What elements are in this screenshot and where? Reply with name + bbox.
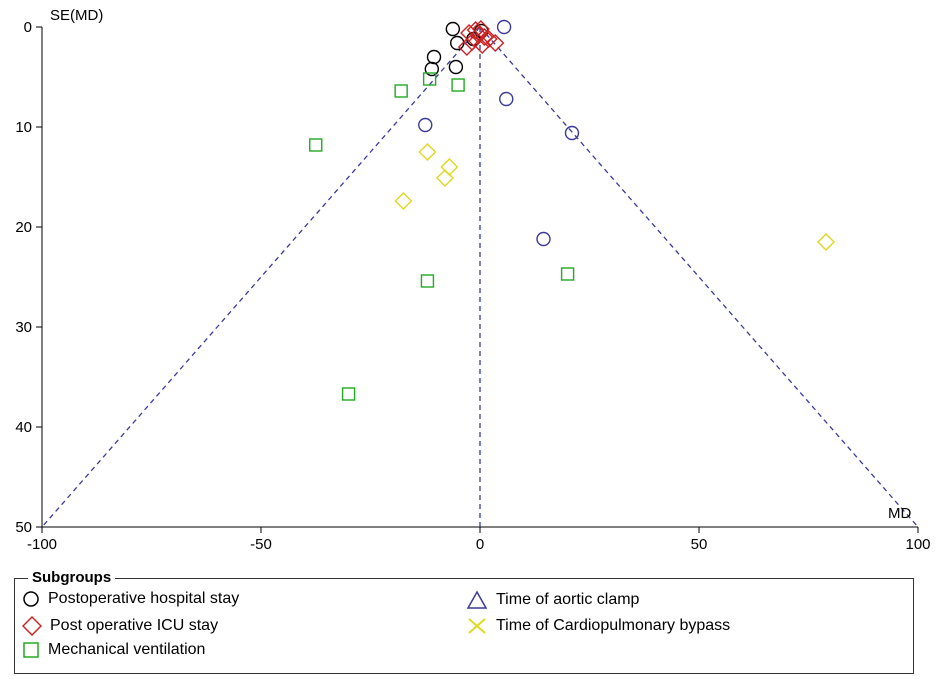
series-time-of-aortic-clamp bbox=[418, 19, 580, 247]
triangle-icon bbox=[466, 590, 488, 609]
data-point bbox=[418, 143, 437, 161]
legend-item-postoperative-hospital-stay: Postoperative hospital stay bbox=[22, 590, 239, 608]
legend-label: Time of aortic clamp bbox=[496, 591, 640, 608]
data-point bbox=[486, 34, 505, 52]
y-tick-label: 50 bbox=[15, 519, 32, 536]
legend-label: Post operative ICU stay bbox=[50, 617, 219, 634]
data-point bbox=[473, 36, 492, 54]
data-point bbox=[463, 33, 482, 51]
y-tick-label: 30 bbox=[15, 319, 32, 336]
data-point bbox=[418, 117, 433, 133]
x-tick-label: -50 bbox=[250, 536, 272, 553]
data-point bbox=[448, 59, 464, 75]
data-point bbox=[499, 91, 514, 107]
y-axis-title: SE(MD) bbox=[50, 7, 103, 24]
data-point bbox=[450, 35, 465, 51]
legend-item-mechanical-ventilation: Mechanical ventilation bbox=[22, 641, 205, 659]
series-mechanical-ventilation bbox=[309, 72, 575, 401]
data-point bbox=[457, 38, 476, 56]
data-point bbox=[424, 61, 440, 77]
data-point bbox=[422, 72, 437, 86]
legend-item-post-operative-icu-stay: Post operative ICU stay bbox=[22, 616, 218, 636]
square-icon bbox=[23, 642, 39, 658]
legend-label: Mechanical ventilation bbox=[48, 641, 206, 658]
data-point bbox=[560, 267, 575, 281]
data-point bbox=[435, 169, 454, 187]
y-tick-label: 0 bbox=[24, 19, 32, 36]
legend-label: Postoperative hospital stay bbox=[48, 590, 240, 607]
funnel-right-line bbox=[479, 26, 919, 528]
x-tick-label: 0 bbox=[476, 536, 484, 553]
series-post-operative-icu-stay bbox=[457, 20, 505, 56]
data-point bbox=[341, 387, 356, 401]
x-axis-title: MD bbox=[888, 505, 911, 522]
data-points bbox=[309, 19, 836, 401]
series-time-of-cardiopulmonary-bypass bbox=[394, 143, 836, 251]
data-point bbox=[394, 84, 408, 98]
data-point bbox=[309, 138, 323, 152]
legend-item-time-of-aortic-clamp: Time of aortic clamp bbox=[466, 590, 639, 610]
cross-icon bbox=[468, 618, 486, 634]
y-tick-label: 20 bbox=[15, 219, 32, 236]
data-point bbox=[420, 274, 435, 288]
legend-item-time-of-cardiopulmonary-bypass: Time of Cardiopulmonary bypass bbox=[466, 616, 730, 636]
data-point bbox=[451, 78, 465, 92]
circle-icon bbox=[23, 591, 39, 607]
axes: -100 -50 0 50 100 0 10 20 30 40 50 bbox=[15, 19, 930, 553]
data-point bbox=[496, 19, 512, 35]
data-point bbox=[536, 231, 551, 247]
y-tick-label: 10 bbox=[15, 119, 32, 136]
data-point bbox=[445, 21, 461, 37]
funnel-lines bbox=[41, 26, 919, 528]
data-point bbox=[394, 192, 413, 210]
data-point bbox=[426, 49, 442, 65]
x-tick-label: 100 bbox=[905, 536, 930, 553]
legend-box bbox=[14, 578, 914, 674]
data-point bbox=[817, 233, 836, 251]
data-point bbox=[471, 20, 490, 38]
funnel-left-line bbox=[41, 26, 481, 528]
legend-title: Subgroups bbox=[28, 569, 116, 586]
data-point bbox=[440, 158, 459, 176]
data-point bbox=[564, 125, 580, 141]
x-tick-label: -100 bbox=[27, 536, 57, 553]
y-tick-label: 40 bbox=[15, 419, 32, 436]
x-tick-label: 50 bbox=[691, 536, 708, 553]
legend-label: Time of Cardiopulmonary bypass bbox=[496, 617, 731, 634]
diamond-icon bbox=[22, 616, 42, 636]
